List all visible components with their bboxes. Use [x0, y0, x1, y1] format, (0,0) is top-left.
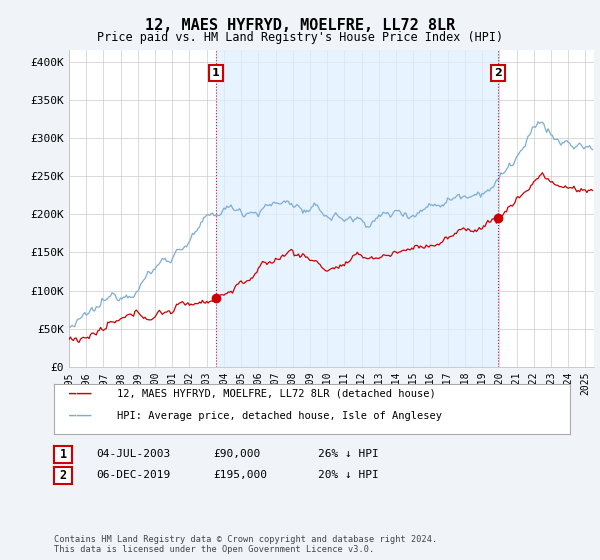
Text: 2: 2 [494, 68, 502, 78]
Text: Price paid vs. HM Land Registry's House Price Index (HPI): Price paid vs. HM Land Registry's House … [97, 31, 503, 44]
Text: 1: 1 [59, 447, 67, 461]
Text: 1: 1 [212, 68, 220, 78]
Text: 12, MAES HYFRYD, MOELFRE, LL72 8LR (detached house): 12, MAES HYFRYD, MOELFRE, LL72 8LR (deta… [117, 388, 436, 398]
Text: 06-DEC-2019: 06-DEC-2019 [96, 470, 170, 480]
Bar [216, 50, 498, 367]
Text: 04-JUL-2003: 04-JUL-2003 [96, 449, 170, 459]
Text: £90,000: £90,000 [213, 449, 260, 459]
Text: 20% ↓ HPI: 20% ↓ HPI [318, 470, 379, 480]
Text: 26% ↓ HPI: 26% ↓ HPI [318, 449, 379, 459]
Text: HPI: Average price, detached house, Isle of Anglesey: HPI: Average price, detached house, Isle… [117, 410, 442, 421]
Text: 12, MAES HYFRYD, MOELFRE, LL72 8LR: 12, MAES HYFRYD, MOELFRE, LL72 8LR [145, 18, 455, 34]
Text: 2: 2 [59, 469, 67, 482]
Text: Contains HM Land Registry data © Crown copyright and database right 2024.
This d: Contains HM Land Registry data © Crown c… [54, 535, 437, 554]
Text: £195,000: £195,000 [213, 470, 267, 480]
Text: ———: ——— [69, 386, 91, 400]
Text: ———: ——— [69, 409, 91, 422]
